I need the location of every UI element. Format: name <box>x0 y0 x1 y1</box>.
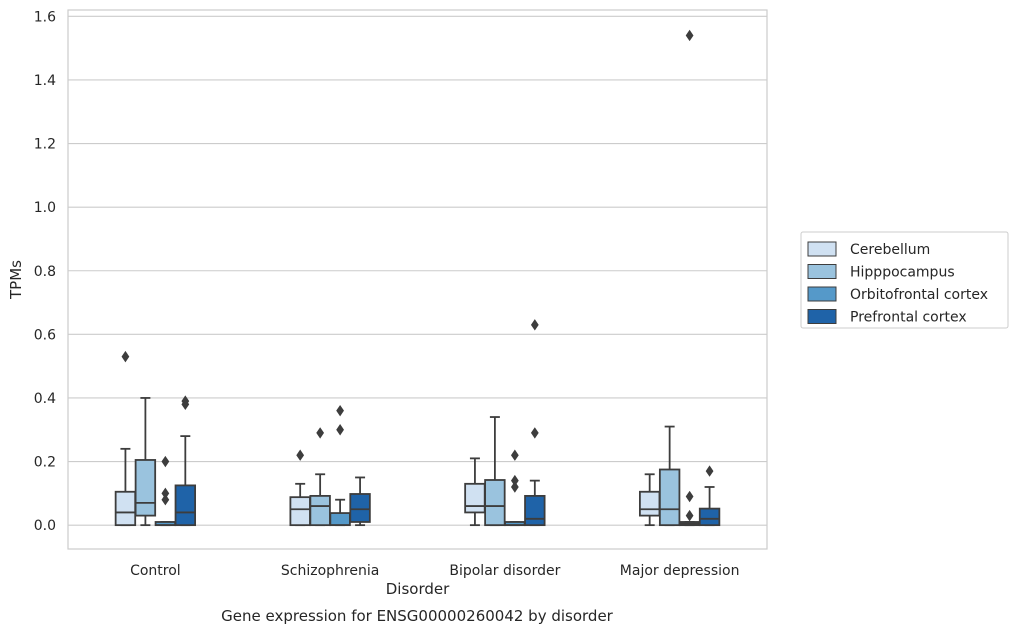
legend-label: Cerebellum <box>850 242 930 258</box>
y-tick-label: 0.8 <box>34 264 56 280</box>
legend: Cerebellum Hipppocampus Orbitofrontal cort… <box>800 231 1009 329</box>
legend-label: Orbitofrontal cortex <box>850 287 988 303</box>
box-hipppocampus <box>658 425 681 527</box>
box-prefrontal-cortex <box>698 465 721 527</box>
box-hipppocampus <box>484 416 506 527</box>
outlier-point <box>161 455 170 468</box>
box-orbitofrontal-cortex <box>154 455 177 527</box>
box-orbitofrontal-cortex <box>329 404 351 527</box>
y-tick-label: 1.4 <box>34 73 56 89</box>
outlier-point <box>336 404 344 417</box>
outlier-point <box>316 427 325 439</box>
outlier-point <box>530 319 539 331</box>
box-orbitofrontal-cortex <box>678 29 701 527</box>
legend-swatch <box>807 309 837 324</box>
x-tick-label: Bipolar disorder <box>449 563 560 579</box>
outlier-point <box>161 487 170 500</box>
box-cerebellum <box>464 457 486 527</box>
y-tick-label: 1.2 <box>34 137 56 153</box>
box-iqr <box>349 493 371 523</box>
box-iqr <box>698 507 721 527</box>
box-iqr <box>638 490 661 517</box>
outlier-point <box>510 481 519 493</box>
box-iqr <box>658 468 681 527</box>
y-gridlines <box>68 15 767 526</box>
box-hipppocampus <box>134 397 157 527</box>
outlier-point <box>336 424 344 436</box>
y-tick-labels: 0.0 0.2 0.4 0.6 0.8 1.0 1.2 1.4 1.6 <box>34 9 56 534</box>
x-axis-title: Disorder <box>386 580 450 598</box>
outlier-point <box>296 449 305 461</box>
box-prefrontal-cortex <box>524 319 546 527</box>
box-iqr <box>329 512 351 527</box>
y-tick-label: 0.4 <box>34 391 56 407</box>
legend-swatch <box>807 241 837 257</box>
y-tick-label: 1.0 <box>34 200 56 216</box>
legend-swatch <box>807 286 837 302</box>
outlier-point <box>161 493 170 506</box>
y-tick-label: 0.2 <box>34 455 56 471</box>
y-tick-label: 1.6 <box>34 9 56 25</box>
box-cerebellum <box>638 473 661 527</box>
figure-caption: Gene expression for ENSG00000260042 by d… <box>221 607 614 625</box>
outlier-point <box>530 427 539 439</box>
box-cerebellum <box>114 350 137 527</box>
box-iqr <box>289 496 311 527</box>
y-axis-title: TPMs <box>7 260 25 300</box>
outlier-point <box>510 474 519 487</box>
outlier-point <box>705 465 714 477</box>
y-tick-label: 0.6 <box>34 327 56 343</box>
box-iqr <box>134 459 157 517</box>
outlier-point <box>121 350 130 363</box>
box-groups <box>114 29 721 527</box>
x-tick-labels: Control Schizophrenia Bipolar disorder Majo… <box>130 563 739 579</box>
legend-label: Hipppocampus <box>850 265 955 281</box>
y-tick-label: 0.0 <box>34 518 56 534</box>
legend-label: Prefrontal cortex <box>850 310 967 326</box>
box-prefrontal-cortex <box>174 395 197 527</box>
outlier-point <box>181 395 190 407</box>
box-iqr <box>114 490 137 527</box>
x-tick-label: Control <box>130 563 181 579</box>
outlier-point <box>685 29 694 42</box>
box-orbitofrontal-cortex <box>504 449 526 527</box>
box-hipppocampus <box>309 427 331 527</box>
box-iqr <box>309 494 331 527</box>
legend-swatch <box>807 264 837 279</box>
outlier-point <box>685 509 694 522</box>
outlier-point <box>685 490 694 503</box>
box-iqr <box>464 482 486 514</box>
plot-frame <box>67 9 768 550</box>
box-iqr <box>484 479 506 527</box>
box-prefrontal-cortex <box>349 476 371 527</box>
x-tick-label: Major depression <box>620 563 740 579</box>
outlier-point <box>510 449 519 461</box>
box-iqr <box>524 494 546 527</box>
x-tick-label: Schizophrenia <box>281 563 379 579</box>
legend-frame <box>800 231 1009 329</box>
box-iqr <box>174 484 197 527</box>
